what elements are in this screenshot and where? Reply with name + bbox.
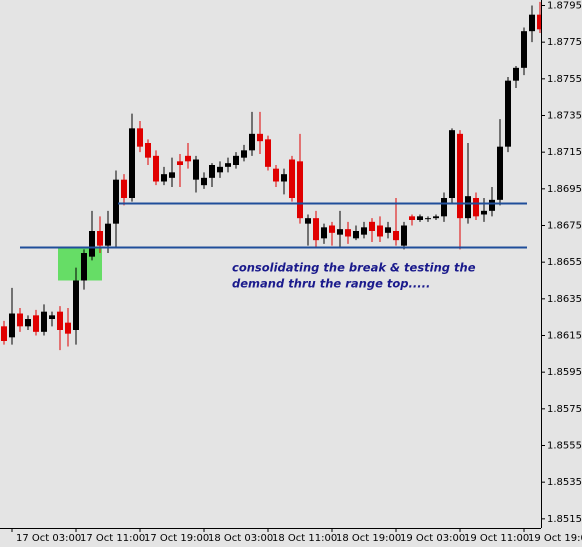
y-tick-label: 1.8795	[547, 1, 582, 12]
candle-body	[49, 315, 55, 319]
y-tick-label: 1.8735	[547, 111, 582, 122]
x-tick-label: 19 Oct 03:00	[400, 533, 465, 544]
candle-body	[137, 128, 143, 147]
candle-body	[25, 319, 31, 327]
candle-body	[377, 225, 383, 237]
candle-body	[369, 221, 375, 231]
axis-panel	[541, 0, 582, 547]
axis-panel-bottom	[0, 528, 582, 547]
demand-zone	[58, 247, 102, 281]
y-tick-label: 1.8755	[547, 74, 582, 85]
candle-body	[353, 231, 359, 239]
y-tick-label: 1.8655	[547, 257, 582, 268]
candle-body	[65, 322, 71, 334]
candle-body	[9, 313, 15, 338]
candle-body	[193, 159, 199, 180]
x-tick-label: 17 Oct 03:00	[16, 533, 81, 544]
candle-body	[265, 139, 271, 167]
candle-body	[177, 161, 183, 165]
candle-body	[409, 216, 415, 220]
y-tick-label: 1.8715	[547, 147, 582, 158]
candle-body	[41, 311, 47, 332]
candle-body	[481, 210, 487, 215]
annotation: consolidating the break & testing the	[232, 261, 476, 275]
candle-body	[89, 231, 95, 257]
candle-body	[401, 225, 407, 246]
candle-body	[521, 31, 527, 68]
candle-body	[321, 227, 327, 239]
candle-body	[121, 179, 127, 198]
x-tick-label: 18 Oct 11:00	[272, 533, 337, 544]
candle-body	[473, 198, 479, 217]
candle-body	[537, 14, 543, 30]
candle-body	[385, 227, 391, 233]
candle-body	[273, 168, 279, 182]
candle-body	[73, 280, 79, 330]
candle-body	[145, 143, 151, 158]
candle-body	[217, 166, 223, 173]
x-tick-label: 19 Oct 19:00	[528, 533, 582, 544]
candle-body	[297, 161, 303, 219]
candle-body	[505, 80, 511, 147]
candle-body	[489, 199, 495, 211]
candle-body	[185, 155, 191, 162]
candle-body	[465, 196, 471, 219]
candle-body	[17, 313, 23, 327]
candle-body	[417, 216, 423, 220]
candle-body	[433, 216, 439, 219]
candle-body	[513, 67, 519, 81]
candle-body	[497, 146, 503, 200]
annotation: demand thru the range top.....	[232, 277, 430, 291]
y-tick-label: 1.8615	[547, 331, 582, 342]
candle-body	[361, 227, 367, 235]
x-tick-label: 19 Oct 11:00	[464, 533, 529, 544]
candle-body	[289, 159, 295, 198]
candle-body	[161, 174, 167, 182]
candle-body	[337, 229, 343, 235]
candle-body	[57, 311, 63, 330]
y-tick-label: 1.8575	[547, 404, 582, 415]
candle-body	[105, 223, 111, 246]
x-tick-label: 17 Oct 11:00	[80, 533, 145, 544]
candle-body	[97, 231, 103, 246]
candle-body	[425, 218, 431, 220]
candle-body	[241, 150, 247, 158]
y-tick-label: 1.8675	[547, 221, 582, 232]
candle-body	[441, 198, 447, 217]
x-tick-label: 17 Oct 19:00	[144, 533, 209, 544]
candle-body	[81, 253, 87, 281]
candle-body	[345, 229, 351, 237]
candle-body	[449, 130, 455, 198]
x-tick-label: 18 Oct 19:00	[336, 533, 401, 544]
candle-body	[457, 133, 463, 219]
candle-body	[529, 14, 535, 32]
y-tick-label: 1.8775	[547, 37, 582, 48]
y-tick-label: 1.8535	[547, 477, 582, 488]
candle-body	[249, 133, 255, 151]
y-tick-label: 1.8515	[547, 514, 582, 525]
y-tick-label: 1.8695	[547, 184, 582, 195]
y-tick-label: 1.8555	[547, 441, 582, 452]
candle-body	[129, 128, 135, 198]
candle-body	[169, 172, 175, 178]
candle-body	[1, 326, 7, 341]
candle-body	[33, 315, 39, 332]
candle-body	[225, 163, 231, 167]
candle-body	[393, 231, 399, 241]
candle-body	[281, 174, 287, 182]
candle-body	[257, 133, 263, 142]
y-tick-label: 1.8595	[547, 367, 582, 378]
candle-body	[313, 218, 319, 241]
candle-body	[153, 155, 159, 182]
candle-body	[233, 155, 239, 165]
y-tick-label: 1.8635	[547, 294, 582, 305]
candle-body	[329, 225, 335, 233]
candle-body	[209, 165, 215, 178]
candle-body	[305, 218, 311, 224]
candle-body	[113, 179, 119, 224]
x-tick-label: 18 Oct 03:00	[208, 533, 273, 544]
candle-body	[201, 177, 207, 186]
